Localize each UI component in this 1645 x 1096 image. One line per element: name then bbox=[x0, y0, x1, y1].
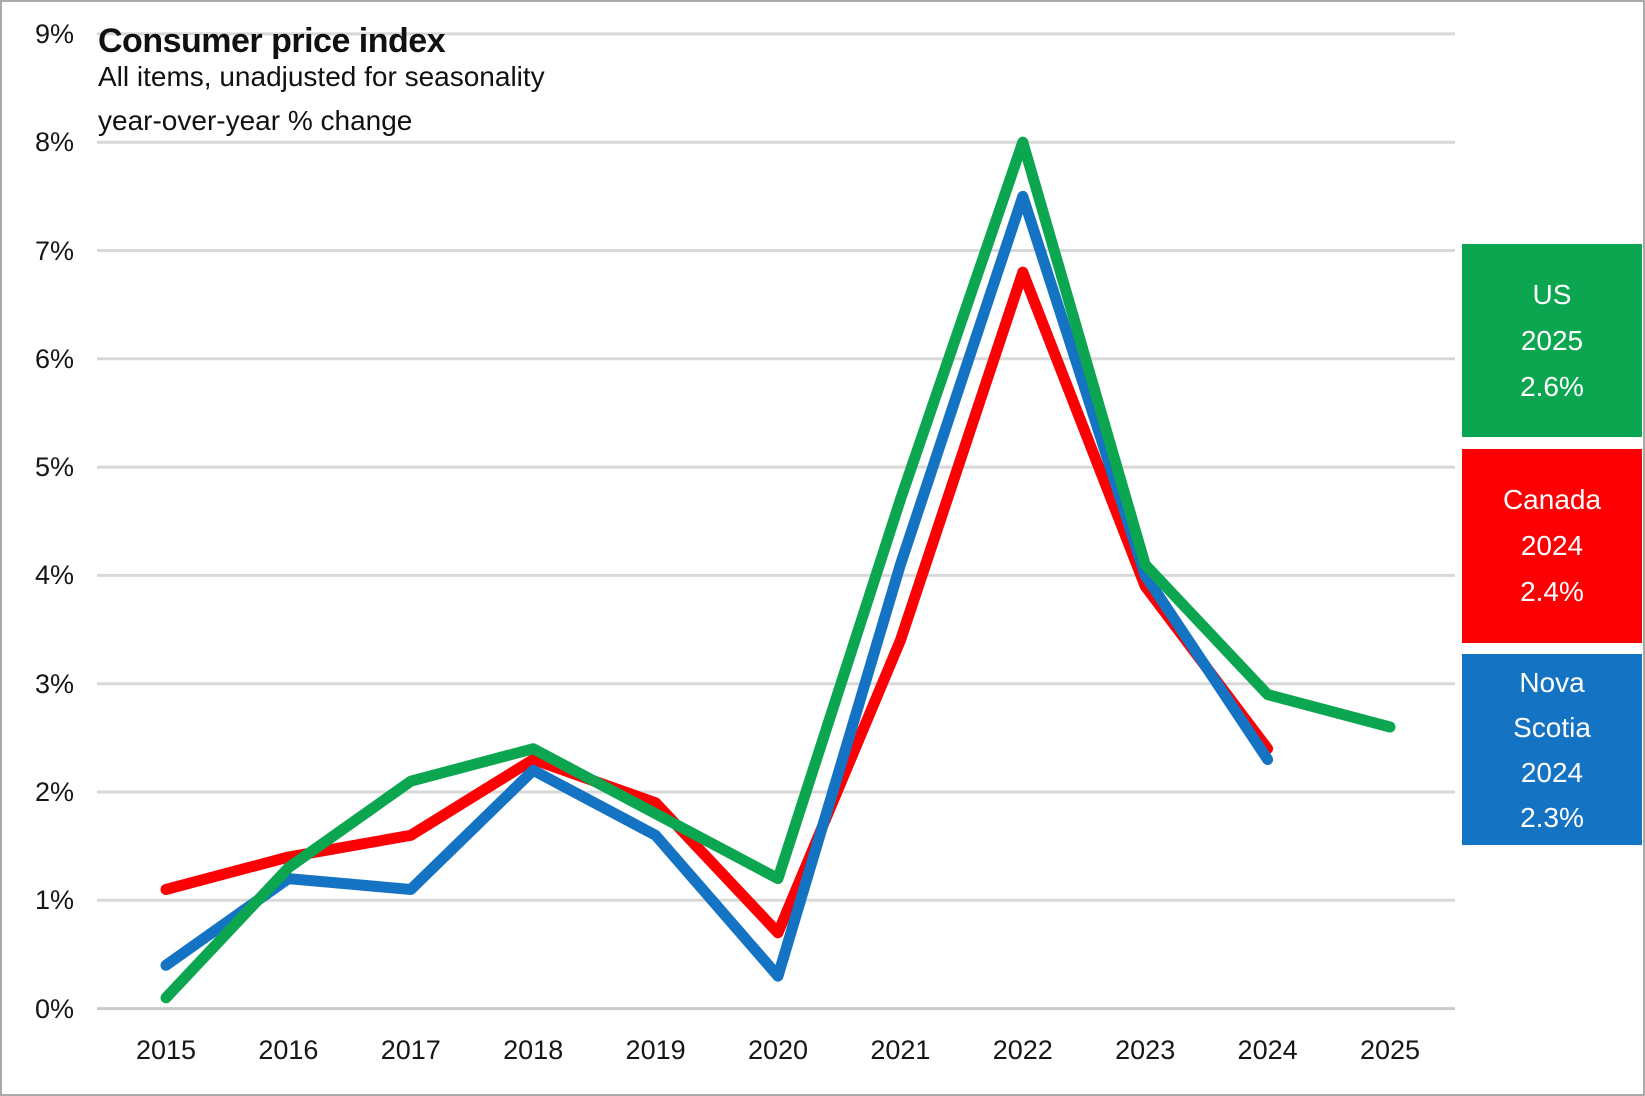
series-line-nova-scotia bbox=[160, 190, 1274, 982]
x-axis-label: 2025 bbox=[1359, 1035, 1421, 1065]
y-axis-label: 2% bbox=[34, 777, 74, 807]
x-axis-label: 2022 bbox=[992, 1035, 1053, 1065]
y-axis-label: 9% bbox=[34, 18, 74, 49]
legend-label: 2024 bbox=[1520, 756, 1584, 788]
legend-label: 2025 bbox=[1520, 324, 1584, 356]
legend-label: US bbox=[1532, 278, 1572, 310]
x-axis-label: 2024 bbox=[1237, 1035, 1298, 1065]
x-axis-label: 2019 bbox=[625, 1035, 686, 1065]
y-axis-label: 1% bbox=[34, 885, 74, 916]
chart-subtitle: All items, unadjusted for seasonality bbox=[98, 61, 545, 92]
y-axis-label: 4% bbox=[34, 560, 74, 591]
legend-label: Scotia bbox=[1513, 711, 1591, 743]
chart-title: Consumer price index bbox=[98, 22, 446, 60]
y-axis-label: 7% bbox=[34, 235, 74, 266]
series-line-us bbox=[160, 136, 1396, 1004]
legend-label: Canada bbox=[1502, 484, 1602, 515]
x-axis-label: 2023 bbox=[1115, 1035, 1176, 1065]
series-line-canada bbox=[160, 266, 1274, 939]
x-axis-label: 2018 bbox=[503, 1035, 564, 1065]
legend-box-us: US 2025 2.6% bbox=[1462, 244, 1642, 437]
legend-label: Nova bbox=[1519, 666, 1585, 698]
x-axis-label: 2020 bbox=[747, 1035, 809, 1065]
legend-box-nova-scotia: Nova Scotia 2024 2.3% bbox=[1462, 654, 1642, 845]
legend-label: 2.6% bbox=[1520, 370, 1584, 402]
legend-box-canada: Canada 2024 2.4% bbox=[1462, 449, 1642, 643]
legend-label: 2.3% bbox=[1520, 801, 1584, 833]
x-axis-label: 2016 bbox=[258, 1035, 319, 1065]
chart-subtitle-units: year-over-year % change bbox=[98, 105, 413, 136]
y-axis-label: 6% bbox=[34, 343, 74, 374]
x-axis-label: 2017 bbox=[380, 1035, 441, 1065]
y-axis-label: 3% bbox=[34, 668, 74, 699]
y-axis-label: 5% bbox=[34, 452, 74, 483]
x-axis-label: 2021 bbox=[870, 1035, 931, 1065]
title-block: Consumer price index All items, unadjust… bbox=[98, 22, 545, 138]
legend-label: 2.4% bbox=[1520, 576, 1584, 607]
y-axis-label: 8% bbox=[34, 127, 74, 158]
x-axis-label: 2015 bbox=[135, 1035, 197, 1065]
y-axis-label: 0% bbox=[34, 993, 74, 1024]
legend-label: 2024 bbox=[1520, 530, 1584, 561]
